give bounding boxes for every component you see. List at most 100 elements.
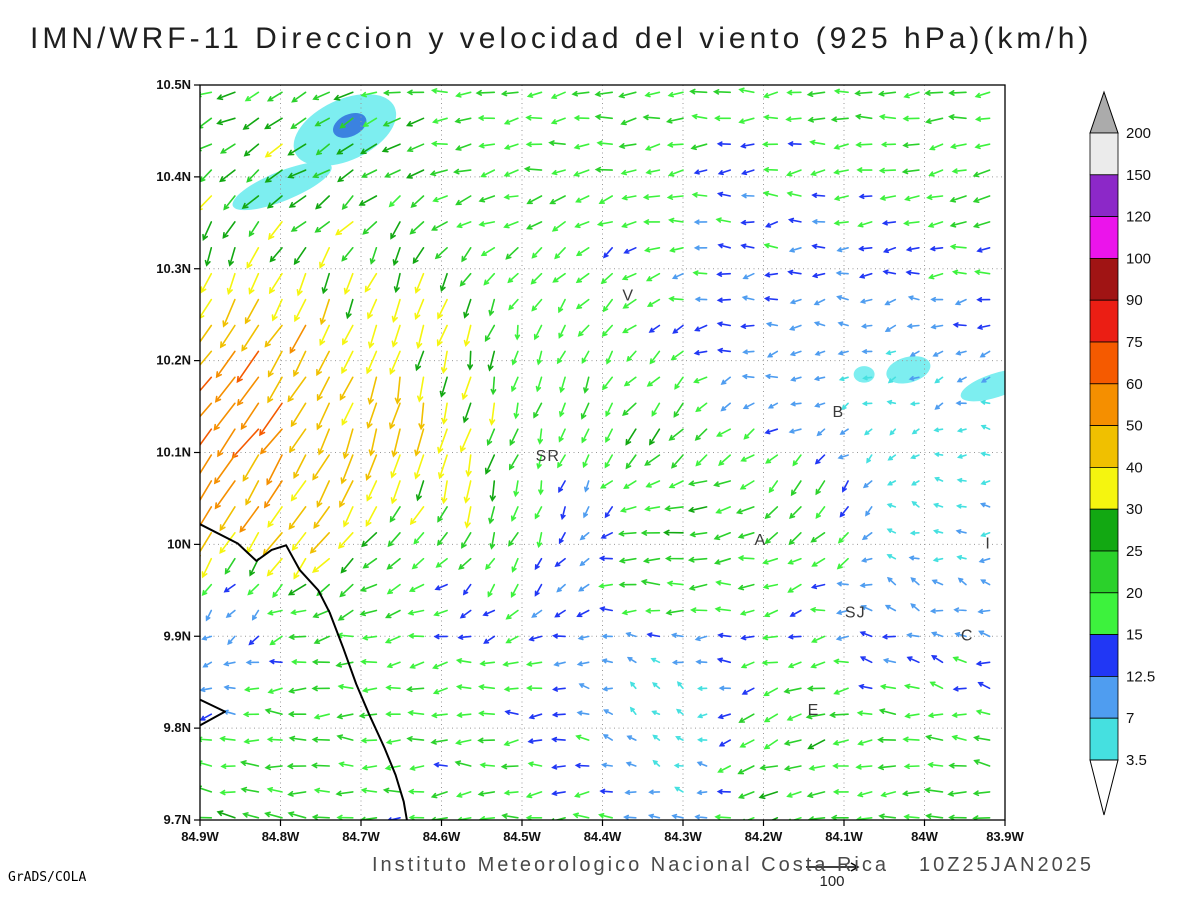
wind-arrow [621,272,637,281]
wind-arrow [785,116,802,122]
wind-arrow [213,454,236,485]
wind-arrow [909,530,920,536]
wind-arrow [553,661,566,667]
wind-arrow [957,577,967,586]
wind-arrow [856,710,873,716]
wind-arrow [484,454,496,475]
wind-arrow [904,195,920,202]
wind-arrow [877,90,897,97]
wind-arrow [740,219,755,226]
wind-arrow [241,195,260,210]
wind-arrow [337,609,354,621]
wind-arrow [525,221,543,230]
colorbar-label: 60 [1126,376,1143,393]
wind-arrow [910,603,920,612]
wind-arrow [621,609,637,616]
wind-arrow [362,557,378,569]
wind-arrow [976,324,991,330]
wind-arrow [361,635,378,641]
wind-arrow [889,428,897,436]
wind-arrow [583,376,590,394]
wind-arrow [742,817,755,820]
colorbar-label: 90 [1126,292,1143,309]
wind-arrow [487,350,496,372]
wind-arrow [764,428,779,435]
station-label: A [754,532,766,549]
wind-arrow [859,298,873,304]
wind-arrow [909,401,920,407]
wind-arrow [740,661,755,669]
wind-arrow [697,686,708,691]
wind-arrow [201,635,213,641]
wind-arrow [790,480,802,497]
wind-arrow [763,687,779,697]
wind-arrow [806,91,826,97]
wind-arrow [691,192,708,198]
colorbar-label: 15 [1126,627,1143,644]
wind-arrow [790,376,802,382]
wind-arrow [407,633,425,639]
wind-arrow [575,298,590,310]
wind-arrow [406,89,425,96]
wind-arrow [240,402,260,431]
wind-arrow [980,424,991,430]
wind-arrow [975,660,991,667]
wind-arrow [385,739,401,745]
wind-arrow [478,142,496,149]
wind-arrow [978,557,991,564]
wind-arrow [390,480,401,505]
colorbar-band [1089,383,1119,426]
wind-arrow [582,454,590,469]
wind-arrow [694,296,708,302]
wind-arrow [956,376,967,383]
wind-arrow [927,762,944,768]
wind-arrow [227,635,236,646]
wind-arrow [263,480,283,509]
wind-arrow [836,557,849,570]
wind-arrow [740,169,755,176]
wind-arrow [861,401,873,406]
wind-arrow [224,557,236,575]
wind-arrow [815,506,826,519]
wind-arrow [911,500,920,508]
wind-arrow [526,195,543,205]
wind-arrow [413,532,425,545]
wind-arrow [715,580,731,586]
wind-arrow [409,506,425,526]
wind-arrow [715,506,731,514]
wind-arrow [675,736,684,741]
wind-arrow [811,272,826,279]
wind-arrow [551,764,566,770]
wind-arrow [911,480,920,486]
wind-arrow [599,788,613,794]
wind-arrow [816,428,826,437]
wind-arrow [877,764,897,771]
wind-arrow [974,143,991,150]
wind-arrow [479,660,496,667]
wind-arrow [859,656,873,664]
wind-arrow [764,506,779,520]
wind-arrow [430,712,448,719]
wind-arrow [435,557,448,568]
wind-arrow [477,115,496,121]
wind-arrow [740,323,755,329]
wind-arrow [287,169,307,179]
wind-arrow [317,428,330,456]
wind-arrow [594,114,613,120]
wind-arrow [267,687,283,694]
wind-arrow [266,609,283,616]
wind-arrow [861,532,873,541]
wind-arrow [740,193,755,199]
wind-arrow [437,428,448,454]
wind-arrow [535,376,543,393]
wind-arrow [976,247,991,253]
wind-arrow [242,117,260,130]
wind-arrow [601,633,613,639]
wind-arrow [878,708,897,715]
wind-arrow [513,480,519,498]
wind-arrow [247,583,260,596]
wind-arrow [439,272,448,293]
wind-arrow [783,765,802,772]
wind-arrow [695,659,708,665]
wind-arrow [739,739,755,748]
